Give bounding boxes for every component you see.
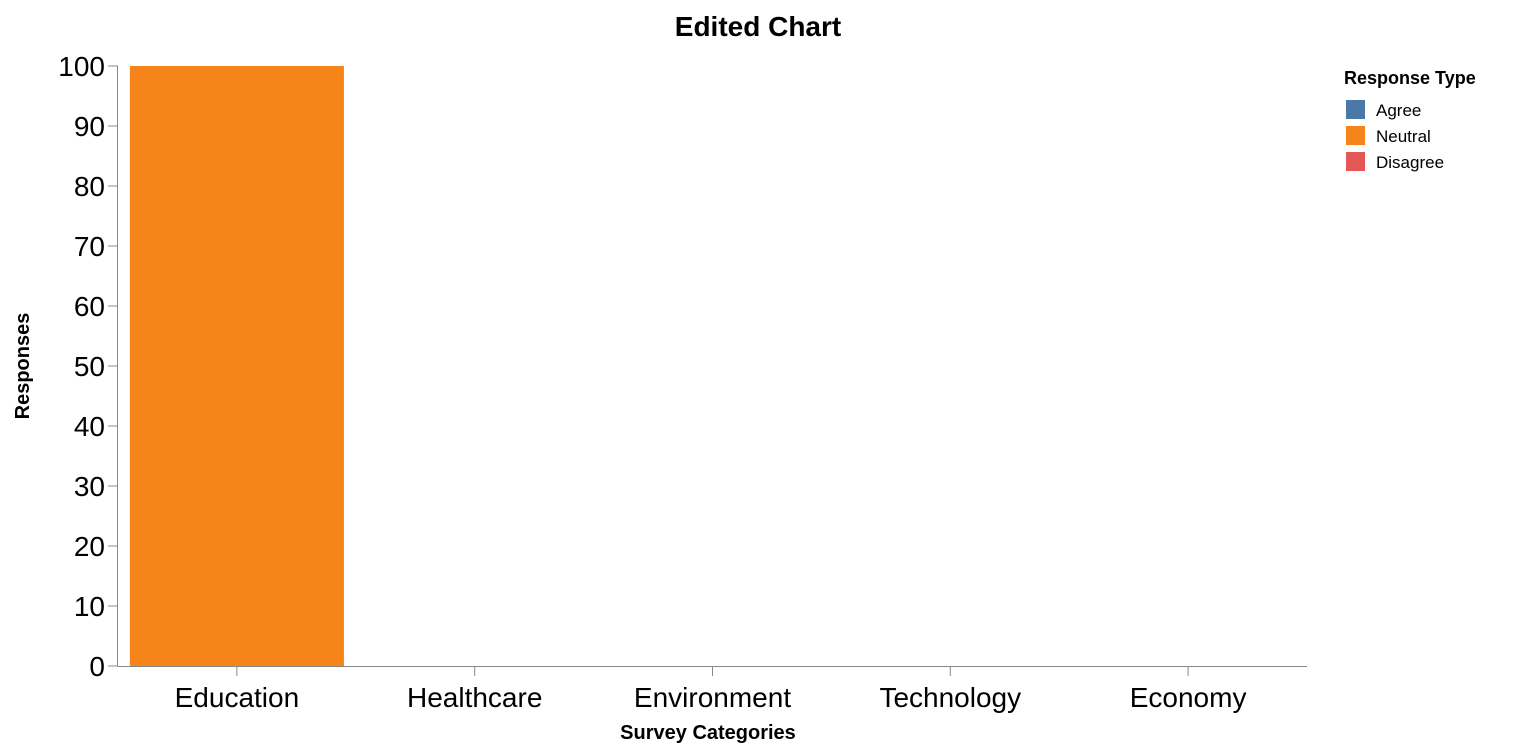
y-tick-label: 60 (74, 291, 105, 322)
y-tick-label: 0 (89, 651, 105, 682)
legend-swatch-disagree (1346, 152, 1365, 171)
y-tick-label: 90 (74, 111, 105, 142)
legend-label-neutral: Neutral (1376, 127, 1431, 146)
chart-title: Edited Chart (675, 11, 841, 42)
x-tick-label: Education (175, 682, 300, 713)
y-tick-label: 100 (58, 51, 105, 82)
legend-label-agree: Agree (1376, 101, 1421, 120)
x-tick-label: Economy (1130, 682, 1247, 713)
legend-label-disagree: Disagree (1376, 153, 1444, 172)
legend-title: Response Type (1344, 68, 1476, 88)
y-tick-label: 20 (74, 531, 105, 562)
x-axis-title: Survey Categories (620, 722, 796, 744)
x-tick-label: Environment (634, 682, 791, 713)
y-axis-title: Responses (12, 313, 34, 420)
legend: Response Type Agree Neutral Disagree (1344, 68, 1476, 172)
y-tick-label: 50 (74, 351, 105, 382)
legend-swatch-neutral (1346, 126, 1365, 145)
y-tick-label: 70 (74, 231, 105, 262)
y-tick-label: 10 (74, 591, 105, 622)
legend-swatch-agree (1346, 100, 1365, 119)
y-tick-label: 30 (74, 471, 105, 502)
x-tick-label: Technology (879, 682, 1021, 713)
x-tick-label: Healthcare (407, 682, 542, 713)
y-axis: 0 10 20 30 40 50 60 70 80 90 100 (58, 51, 118, 682)
bars (129, 66, 344, 666)
y-tick-label: 80 (74, 171, 105, 202)
x-axis: Education Healthcare Environment Technology… (118, 666, 1307, 713)
y-tick-label: 40 (74, 411, 105, 442)
bar-neutral (129, 66, 344, 666)
